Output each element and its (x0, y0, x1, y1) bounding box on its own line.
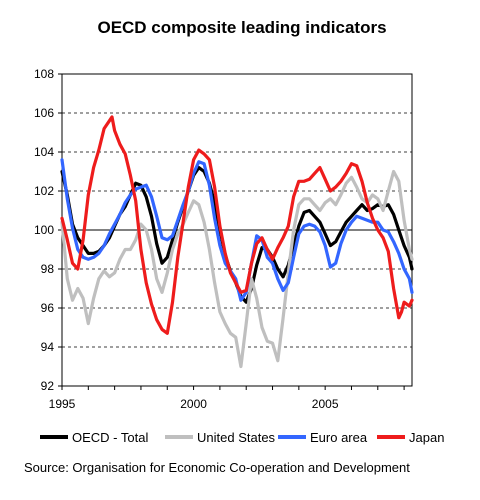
series-lines (60, 115, 414, 369)
y-tick-label: 100 (34, 223, 54, 237)
y-tick-label: 104 (34, 145, 54, 159)
y-tick-label: 92 (41, 379, 55, 393)
legend: OECD - Total United States Euro area Japan (40, 430, 444, 445)
y-tick-label: 98 (41, 262, 55, 276)
legend-label: OECD - Total (72, 430, 148, 445)
y-tick-label: 102 (34, 184, 54, 198)
y-tick-label: 94 (41, 340, 55, 354)
y-tick-label: 106 (34, 106, 54, 120)
source-note: Source: Organisation for Economic Co-ope… (24, 460, 410, 475)
y-tick-label: 96 (41, 301, 55, 315)
y-tick-label: 108 (34, 67, 54, 81)
chart: OECD composite leading indicators 92 94 96… (34, 18, 444, 445)
x-tick-label: 2005 (312, 397, 339, 411)
legend-label: Japan (409, 430, 444, 445)
axes: 92 94 96 98 100 102 104 106 108 1995 2000 2005 (34, 67, 413, 411)
series-line (60, 115, 414, 335)
legend-label: Euro area (310, 430, 368, 445)
series-line (60, 169, 414, 369)
x-tick-label: 1995 (49, 397, 76, 411)
legend-label: United States (197, 430, 276, 445)
chart-title: OECD composite leading indicators (97, 18, 386, 37)
x-tick-label: 2000 (180, 397, 207, 411)
